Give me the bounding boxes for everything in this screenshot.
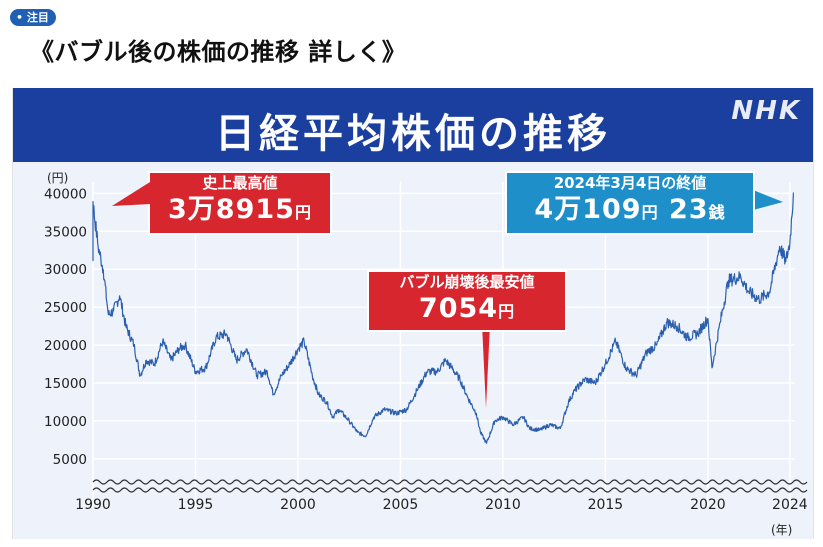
y-tick-label: 35000 <box>44 224 87 240</box>
y-tick-label: 5000 <box>53 452 87 468</box>
x-tick-label: 1995 <box>178 497 214 513</box>
x-tick-label: 1990 <box>75 497 111 513</box>
callout-latest-close: 2024年3月4日の終値 4万109円 23銭 <box>507 173 753 233</box>
y-tick-label: 25000 <box>44 300 87 316</box>
page-title: 《バブル後の株価の推移 詳しく》 <box>30 38 407 66</box>
callout-latest-label: 2024年3月4日の終値 <box>553 174 707 192</box>
y-tick-label: 30000 <box>44 262 87 278</box>
axis-break-line <box>92 487 808 493</box>
y-tick-label: 40000 <box>44 186 87 202</box>
y-tick-label: 10000 <box>44 414 87 430</box>
axis-break-line <box>92 479 808 485</box>
callout-high-value: 3万8915円 <box>168 194 312 225</box>
x-tick-label: 2010 <box>485 497 521 513</box>
callout-all-time-high: 史上最高値 3万8915円 <box>150 173 330 233</box>
x-tick-label: 2015 <box>588 497 624 513</box>
callout-low-label: バブル崩壊後最安値 <box>399 273 535 291</box>
x-tick-label: 2005 <box>383 497 419 513</box>
nhk-logo: NHK <box>731 96 801 126</box>
y-tick-label: 20000 <box>44 338 87 354</box>
chart-banner: 日経平均株価の推移 NHK <box>13 88 813 162</box>
callout-latest-value: 4万109円 23銭 <box>534 194 726 225</box>
y-axis-unit: (円) <box>47 171 68 185</box>
chart-card: 日経平均株価の推移 NHK 40000 35000 30000 25000 20000 1… <box>12 88 814 539</box>
x-tick-label: 2000 <box>280 497 316 513</box>
callout-low-value: 7054円 <box>418 293 516 324</box>
nikkei-series-line <box>92 192 794 444</box>
plot-area: 40000 35000 30000 25000 20000 15000 10000 5000 … <box>13 162 813 539</box>
x-tick-label: 2024 <box>772 497 808 513</box>
callout-post-bubble-low: バブル崩壊後最安値 7054円 <box>369 272 565 330</box>
x-tick-label: 2020 <box>690 497 726 513</box>
y-tick-label: 15000 <box>44 376 87 392</box>
attention-badge: • 注目 <box>10 9 56 26</box>
nikkei-line-chart: 400003500030000250002000015000100005000 … <box>44 171 808 537</box>
chart-title: 日経平均株価の推移 <box>215 111 611 157</box>
callout-high-label: 史上最高値 <box>202 174 278 192</box>
x-axis-unit: (年) <box>771 523 792 537</box>
